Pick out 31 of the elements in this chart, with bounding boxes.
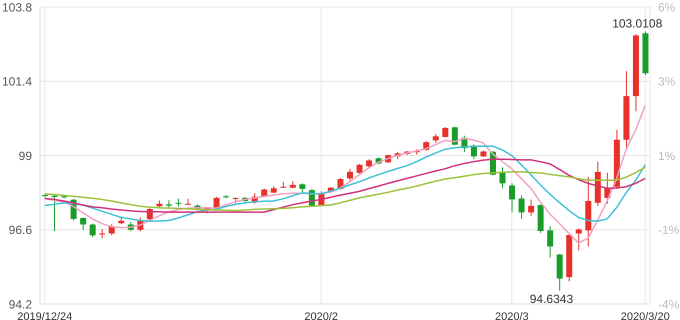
y-tick-label: 99 xyxy=(18,148,32,163)
y-tick-label: 103.8 xyxy=(2,0,32,14)
y-tick-label: 96.6 xyxy=(8,223,32,238)
y2-tick-label: 3% xyxy=(658,74,676,89)
x-tick-label: 2020/2 xyxy=(304,310,338,320)
y2-tick-label: -4% xyxy=(658,297,680,312)
x-tick-label: 2020/3/20 xyxy=(620,310,670,320)
candlestick xyxy=(356,163,363,174)
candlestick xyxy=(347,168,353,182)
y2-tick-label: 1% xyxy=(658,148,676,163)
candlestick xyxy=(299,182,306,194)
y-tick-label: 101.4 xyxy=(2,74,32,89)
y2-tick-label: 6% xyxy=(658,0,676,14)
candlestick xyxy=(90,223,96,238)
annotation: 94.6343 xyxy=(530,292,574,306)
candlestick xyxy=(528,198,534,216)
candlestick xyxy=(576,228,582,251)
line-series xyxy=(44,166,646,212)
line-series xyxy=(44,104,646,244)
candlestick xyxy=(518,194,525,220)
annotation: 103.0108 xyxy=(612,16,663,30)
candlestick xyxy=(80,216,86,230)
candlestick xyxy=(500,166,506,189)
candlestick xyxy=(547,226,554,258)
candlestick xyxy=(509,182,516,213)
x-tick-label: 2019/12/24 xyxy=(17,310,72,320)
y2-tick-label: -1% xyxy=(658,223,680,238)
candlestick xyxy=(52,194,58,232)
x-tick-label: 2020/3 xyxy=(494,310,529,320)
candlestick xyxy=(442,126,448,138)
y-tick-label: 94.2 xyxy=(8,297,32,312)
